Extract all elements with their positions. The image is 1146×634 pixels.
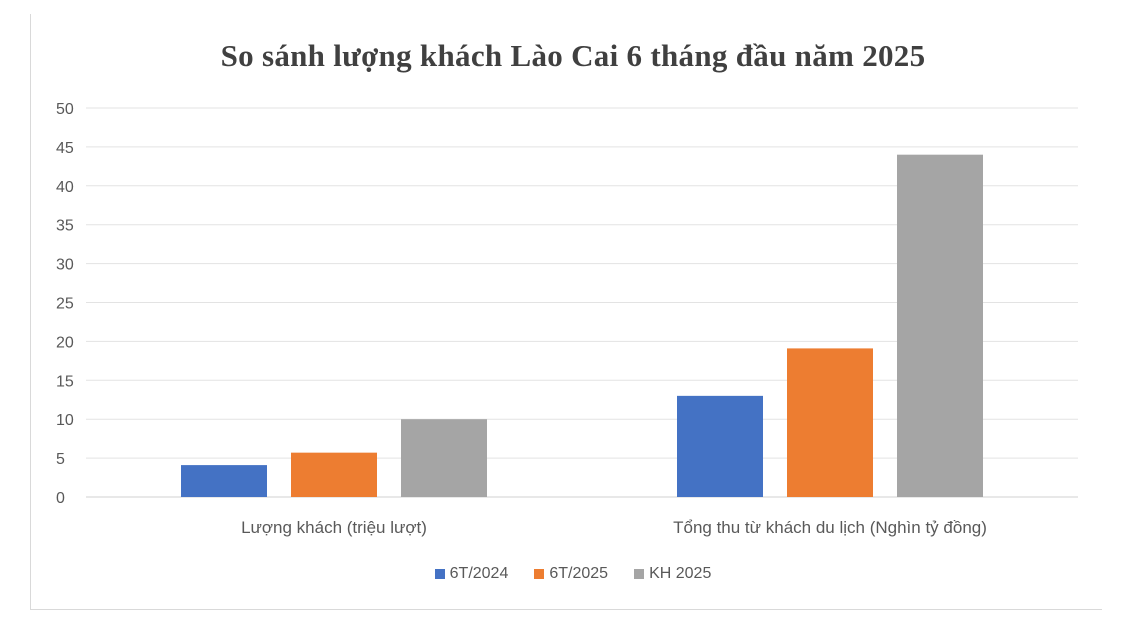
bar-kh-2025-1: [897, 154, 983, 497]
bar-6t-2024-1: [677, 395, 763, 497]
y-tick-label: 45: [56, 140, 74, 157]
bar-6t-2025-1: [787, 348, 873, 497]
y-tick-label: 40: [56, 179, 74, 196]
chart-title: So sánh lượng khách Lào Cai 6 tháng đầu …: [220, 38, 926, 73]
bars: [181, 154, 983, 497]
y-tick-label: 30: [56, 257, 74, 274]
legend-label: 6T/2025: [549, 565, 609, 582]
legend-swatch: [434, 569, 445, 579]
y-tick-label: 25: [56, 296, 74, 313]
legend-swatch: [634, 569, 645, 579]
y-tick-label: 15: [56, 373, 74, 390]
legend-item: 6T/2024: [434, 565, 509, 583]
legend-label: 6T/2024: [449, 565, 509, 582]
y-tick-label: 20: [56, 334, 74, 351]
legend-swatch: [534, 569, 545, 579]
legend: 6T/2024 6T/2025 KH 2025: [0, 565, 1146, 583]
y-axis-ticks: 0 5 10 15 20 25 30 35 40 45 50: [56, 101, 74, 507]
category-labels: Lượng khách (triệu lượt) Tổng thu từ khác…: [241, 518, 987, 537]
bar-6t-2024-0: [181, 465, 267, 497]
legend-item: KH 2025: [634, 565, 711, 583]
legend-item: 6T/2025: [534, 565, 608, 583]
y-tick-label: 0: [56, 490, 65, 507]
y-tick-label: 35: [56, 218, 74, 235]
y-tick-label: 50: [56, 101, 74, 118]
chart-frame: [30, 14, 1102, 610]
y-tick-label: 10: [56, 412, 74, 429]
category-label: Tổng thu từ khách du lịch (Nghìn tỷ đồng…: [673, 518, 987, 537]
legend-label: KH 2025: [649, 565, 712, 582]
y-tick-label: 5: [56, 451, 65, 468]
bar-6t-2025-0: [291, 452, 377, 497]
category-label: Lượng khách (triệu lượt): [241, 518, 427, 537]
bar-kh-2025-0: [401, 419, 487, 497]
